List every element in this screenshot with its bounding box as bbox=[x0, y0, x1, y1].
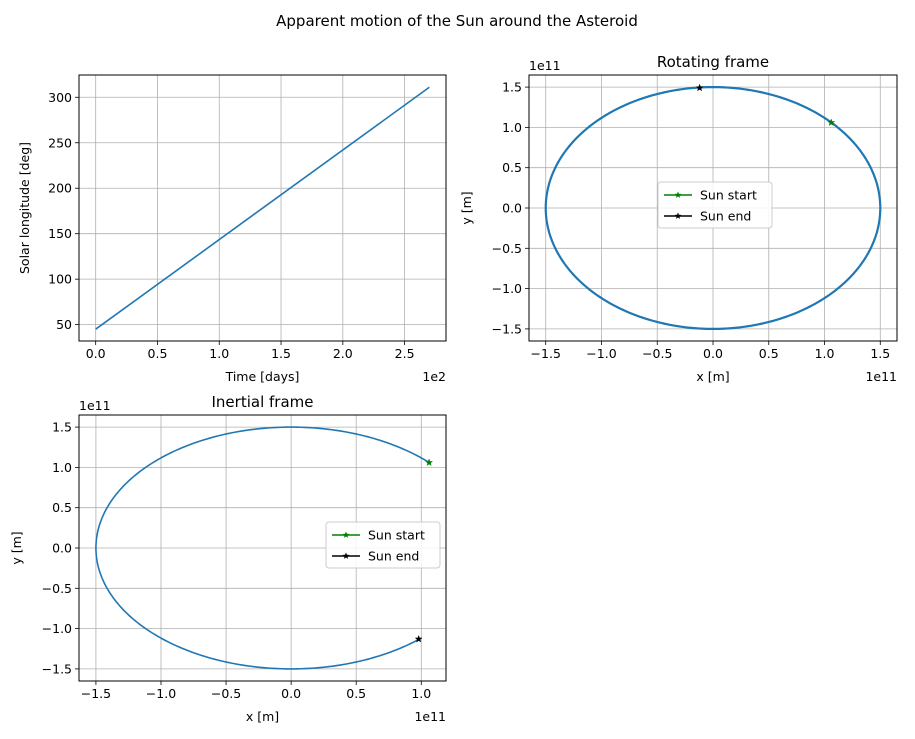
y-tick-label: 1.5 bbox=[502, 80, 522, 95]
axes-title: Rotating frame bbox=[657, 53, 769, 71]
x-offset-text: 1e2 bbox=[422, 369, 446, 384]
x-axis-label: x [m] bbox=[246, 709, 279, 724]
y-tick-label: 250 bbox=[48, 135, 72, 150]
legend-label-sun-start: Sun start bbox=[700, 188, 757, 203]
y-tick-label: 1.0 bbox=[52, 460, 72, 475]
y-tick-label: 0.0 bbox=[502, 201, 522, 216]
y-tick-label: 50 bbox=[56, 317, 72, 332]
inertial-frame-axes: −1.5 −1.0 −0.5 0.0 0.5 1.0 −1.5 −1.0 −0.5 0.0 0.5 1… bbox=[9, 393, 447, 724]
y-tick-label: −1.0 bbox=[492, 281, 522, 296]
sun-start-marker bbox=[425, 458, 434, 466]
x-offset-text: 1e11 bbox=[414, 709, 446, 724]
x-axis-label: x [m] bbox=[696, 369, 729, 384]
legend-star-sun-end bbox=[674, 212, 682, 219]
x-tick-label: −0.5 bbox=[211, 686, 241, 701]
x-tick-label: 0.0 bbox=[703, 346, 723, 361]
x-tick-label: 0.5 bbox=[346, 686, 366, 701]
y-tick-label: 1.5 bbox=[52, 420, 72, 435]
sun-orbit-line bbox=[95, 426, 430, 670]
x-tick-label: −1.5 bbox=[81, 686, 111, 701]
y-tick-label: −1.5 bbox=[492, 321, 522, 336]
sun-orbit-line bbox=[544, 85, 882, 331]
legend-label-sun-start: Sun start bbox=[368, 528, 425, 543]
y-tick-label: −1.0 bbox=[42, 621, 72, 636]
solar-longitude-line bbox=[95, 86, 430, 330]
legend: Sun start Sun end bbox=[657, 181, 773, 229]
x-tick-label: 1.0 bbox=[815, 346, 835, 361]
y-offset-text: 1e11 bbox=[529, 58, 561, 73]
y-tick-label: 0.5 bbox=[502, 160, 522, 175]
data-layer bbox=[544, 83, 882, 331]
figure-title: Apparent motion of the Sun around the As… bbox=[276, 12, 638, 30]
legend-star-sun-start bbox=[674, 191, 682, 198]
legend-star-sun-start bbox=[342, 531, 350, 538]
x-tick-label: −1.0 bbox=[586, 346, 616, 361]
legend-star-sun-end bbox=[342, 552, 350, 559]
x-tick-label: 0.0 bbox=[86, 346, 106, 361]
y-tick-label: 150 bbox=[48, 226, 72, 241]
y-tick-label: −0.5 bbox=[492, 241, 522, 256]
x-tick-label: −1.0 bbox=[146, 686, 176, 701]
legend-label-sun-end: Sun end bbox=[368, 549, 419, 564]
sun-end-marker bbox=[414, 634, 423, 643]
y-tick-label: 100 bbox=[48, 272, 72, 287]
sun-start-marker bbox=[827, 118, 836, 126]
rotating-frame-axes: −1.5 −1.0 −0.5 0.0 0.5 1.0 1.5 −1.5 −1.0 −0.5 0.0 0… bbox=[459, 53, 898, 384]
x-tick-label: −1.5 bbox=[531, 346, 561, 361]
x-tick-label: 0.5 bbox=[148, 346, 168, 361]
x-tick-label: 2.5 bbox=[395, 346, 415, 361]
y-axis-label: y [m] bbox=[9, 531, 24, 564]
legend: Sun start Sun end bbox=[325, 521, 441, 569]
x-tick-label: 1.5 bbox=[271, 346, 291, 361]
x-tick-label: −0.5 bbox=[642, 346, 672, 361]
data-layer bbox=[95, 86, 430, 330]
x-tick-label: 1.0 bbox=[209, 346, 229, 361]
y-tick-label: 300 bbox=[48, 90, 72, 105]
axes-title: Inertial frame bbox=[212, 393, 314, 411]
axes-frame bbox=[78, 74, 447, 342]
x-tick-label: 0.0 bbox=[281, 686, 301, 701]
y-tick-label: −0.5 bbox=[42, 581, 72, 596]
x-axis-label: Time [days] bbox=[225, 369, 300, 384]
y-tick-label: 0.0 bbox=[52, 541, 72, 556]
y-axis-label: Solar longitude [deg] bbox=[17, 142, 32, 274]
sun-end-marker bbox=[695, 83, 704, 92]
y-axis-label: y [m] bbox=[459, 191, 474, 224]
time-longitude-axes: 0.0 0.5 1.0 1.5 2.0 2.5 50 100 150 200 250 300 Time … bbox=[17, 74, 447, 384]
legend-label-sun-end: Sun end bbox=[700, 209, 751, 224]
x-tick-label: 1.0 bbox=[411, 686, 431, 701]
y-offset-text: 1e11 bbox=[79, 398, 111, 413]
y-tick-label: 0.5 bbox=[52, 500, 72, 515]
data-layer bbox=[95, 426, 434, 670]
x-offset-text: 1e11 bbox=[865, 369, 897, 384]
x-tick-label: 1.5 bbox=[870, 346, 890, 361]
x-tick-label: 2.0 bbox=[333, 346, 353, 361]
y-tick-label: 1.0 bbox=[502, 120, 522, 135]
x-tick-label: 0.5 bbox=[759, 346, 779, 361]
y-tick-label: 200 bbox=[48, 181, 72, 196]
y-tick-label: −1.5 bbox=[42, 661, 72, 676]
